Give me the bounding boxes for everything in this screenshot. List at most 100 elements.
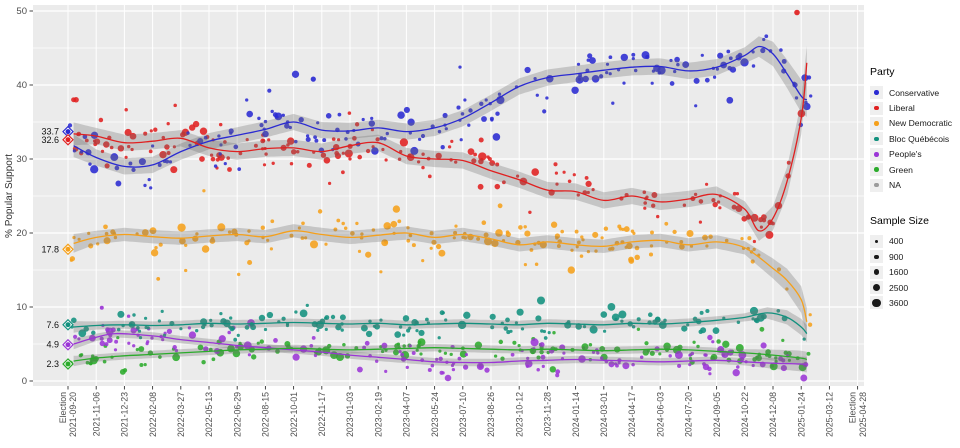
poll-point [237,167,242,171]
poll-point [399,138,409,147]
poll-point [286,344,291,349]
poll-point [518,225,523,230]
legend-item-new-democratic: New Democratic [870,116,960,131]
poll-point [431,239,437,245]
poll-point [692,316,698,322]
poll-point [208,347,213,352]
poll-point [516,308,524,316]
party-legend-title: Party [870,66,895,78]
poll-point [728,56,733,61]
poll-point-outlier [794,9,800,16]
poll-point [650,81,654,85]
poll-point [209,323,214,328]
poll-point [541,364,545,368]
poll-point [164,144,170,150]
ci-ribbon [73,45,807,242]
poll-point [406,226,410,230]
y-tick-label: 30 [16,154,27,165]
x-tick-label: 2021-12-23 [120,392,130,437]
poll-point [364,340,370,346]
poll-point [150,336,154,340]
legend-label-size-1600: 1600 [889,267,909,278]
poll-point [708,234,713,239]
poll-point [751,50,755,54]
poll-point [639,355,644,360]
poll-point [510,352,515,357]
poll-point [591,350,596,354]
poll-point [304,236,308,240]
poll-point [438,349,442,353]
poll-point [774,356,778,360]
ci-ribbon [73,307,807,343]
poll-point [316,328,320,332]
poll-point [523,263,528,267]
poll-point [116,327,121,332]
party-legend-items: Conservative Liberal New Democratic Bloc Qu… [870,85,960,193]
poll-point [444,127,448,131]
poll-point [195,232,199,236]
x-tick-label: 2024-12-08 [768,392,778,437]
poll-point [588,342,593,347]
poll-point [67,123,73,128]
poll-point [693,77,700,84]
poll-point [209,318,213,323]
poll-point [484,367,490,373]
green-dot-icon [874,167,879,172]
poll-point [740,357,745,362]
poll-point [704,77,710,83]
poll-point [658,321,667,329]
poll-point [658,352,662,356]
poll-point [500,356,505,361]
poll-point [495,229,503,237]
poll-point [104,342,109,347]
poll-point [705,244,709,248]
poll-point [284,123,290,129]
poll-point [700,53,704,57]
poll-point [170,166,178,174]
poll-point [397,219,402,224]
poll-point [138,335,143,340]
poll-point [454,160,458,164]
poll-point [555,373,560,378]
poll-point [611,101,615,105]
poll-point [226,156,230,160]
poll-point [735,205,743,213]
poll-point [429,231,434,236]
poll-point [718,206,722,210]
poll-point [393,349,399,356]
poll-point [130,147,134,152]
poll-point [89,361,93,366]
poll-point [755,354,762,362]
poll-point [223,140,227,144]
poll-point [571,86,579,95]
poll-point [85,149,92,156]
poll-point [87,231,91,235]
size-dot-icon [872,298,881,308]
scatter-people-s [73,314,809,382]
poll-point [157,319,162,323]
legend-label-size-400: 400 [889,236,904,247]
poll-point [801,74,809,82]
legend-item-size-2500: 2500 [870,280,960,295]
poll-point [360,324,368,332]
poll-point [674,56,680,63]
poll-point [324,327,328,331]
poll-point [726,96,734,104]
poll-point [106,337,113,344]
trend-line-green [73,347,808,362]
poll-point [732,369,740,377]
poll-point [267,88,272,93]
poll-point [316,121,320,125]
people-s-dot-icon [874,151,879,157]
poll-point [501,180,506,185]
poll-point [218,335,226,343]
poll-point [341,221,345,226]
poll-point [760,342,767,349]
poll-point [505,231,511,238]
poll-point [523,225,527,229]
poll-point [553,162,558,167]
election-dot [65,137,71,143]
poll-point [693,192,698,197]
poll-point [116,335,120,340]
poll-point [493,354,498,358]
